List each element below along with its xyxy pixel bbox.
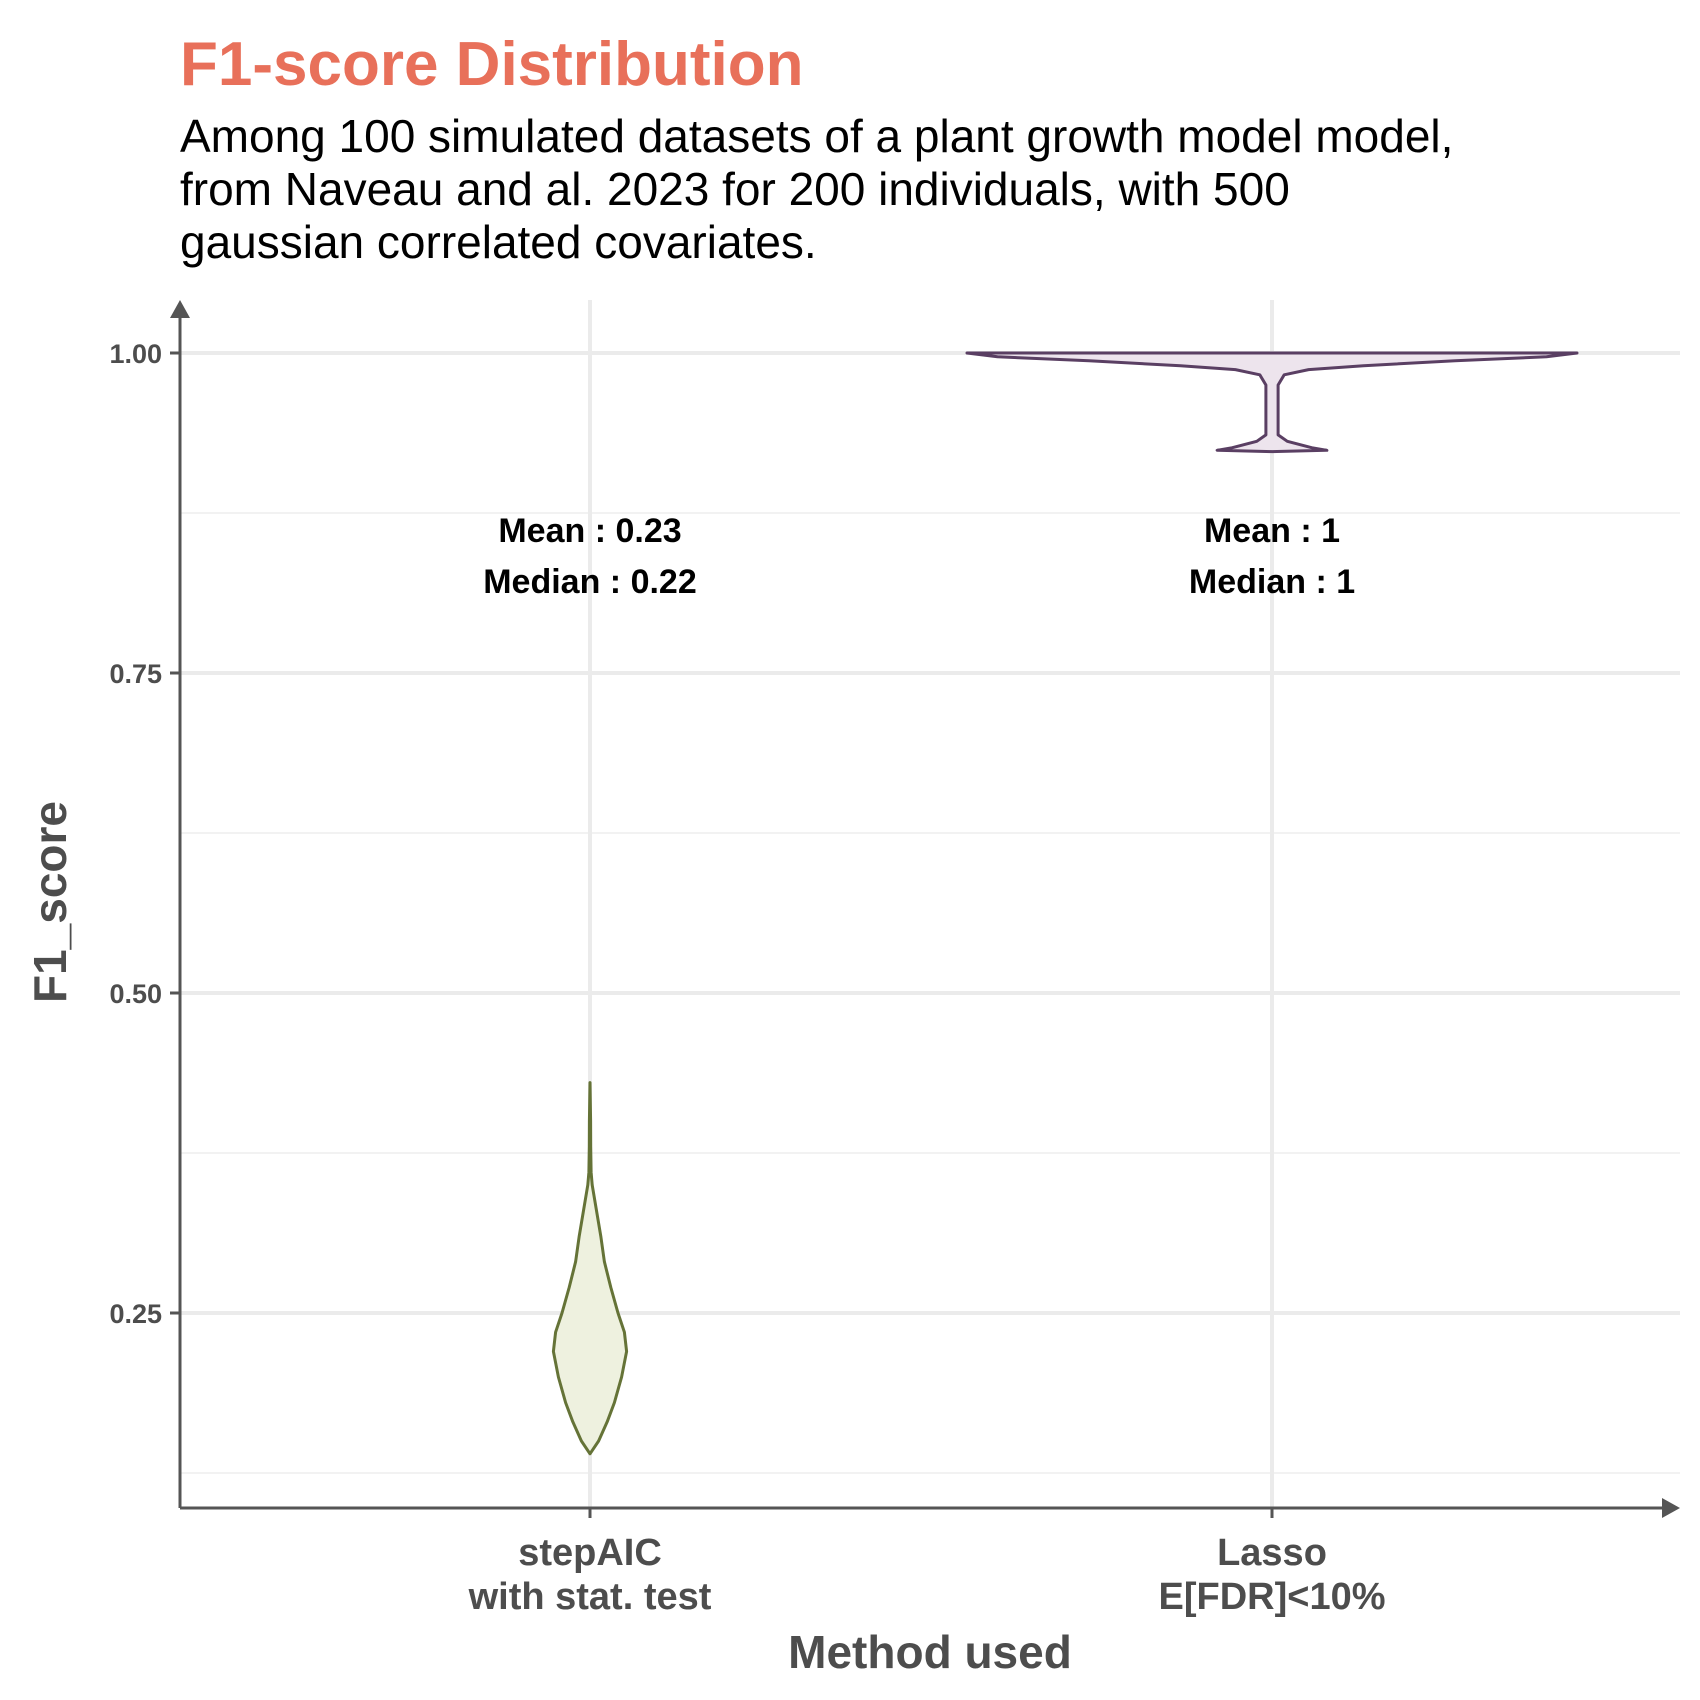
chart-subtitle-line-2: from Naveau and al. 2023 for 200 individ… <box>180 163 1290 215</box>
x-tick-label: with stat. test <box>468 1576 712 1618</box>
grid-lines <box>180 300 1680 1508</box>
violin-stepaic <box>551 1081 629 1456</box>
y-tick-label: 0.75 <box>109 659 162 689</box>
mean-label: Mean : 1 <box>1204 512 1340 550</box>
median-label: Median : 1 <box>1189 563 1355 601</box>
annotations: Mean : 0.23 Median : 0.22 Mean : 1 Median :… <box>483 512 1355 601</box>
chart-subtitle-line-3: gaussian correlated covariates. <box>180 216 817 268</box>
axes <box>170 300 1680 1518</box>
mean-label: Mean : 0.23 <box>498 512 681 550</box>
violin-lasso <box>965 351 1579 454</box>
violins <box>551 351 1579 1456</box>
y-tick-label: 0.25 <box>109 1299 162 1329</box>
x-axis-title: Method used <box>788 1626 1072 1678</box>
x-tick-label: Lasso <box>1217 1532 1327 1574</box>
x-tick-label: E[FDR]<10% <box>1159 1576 1386 1618</box>
y-tick-label: 1.00 <box>109 339 162 369</box>
chart-subtitle-line-1: Among 100 simulated datasets of a plant … <box>180 110 1453 162</box>
x-tick-label: stepAIC <box>518 1532 662 1574</box>
y-tick-label: 0.50 <box>109 979 162 1009</box>
x-axis-arrow <box>1662 1498 1680 1518</box>
median-label: Median : 0.22 <box>483 563 697 601</box>
y-axis-title: F1_score <box>24 801 76 1003</box>
y-axis-arrow <box>170 300 190 318</box>
chart-title: F1-score Distribution <box>180 30 804 99</box>
